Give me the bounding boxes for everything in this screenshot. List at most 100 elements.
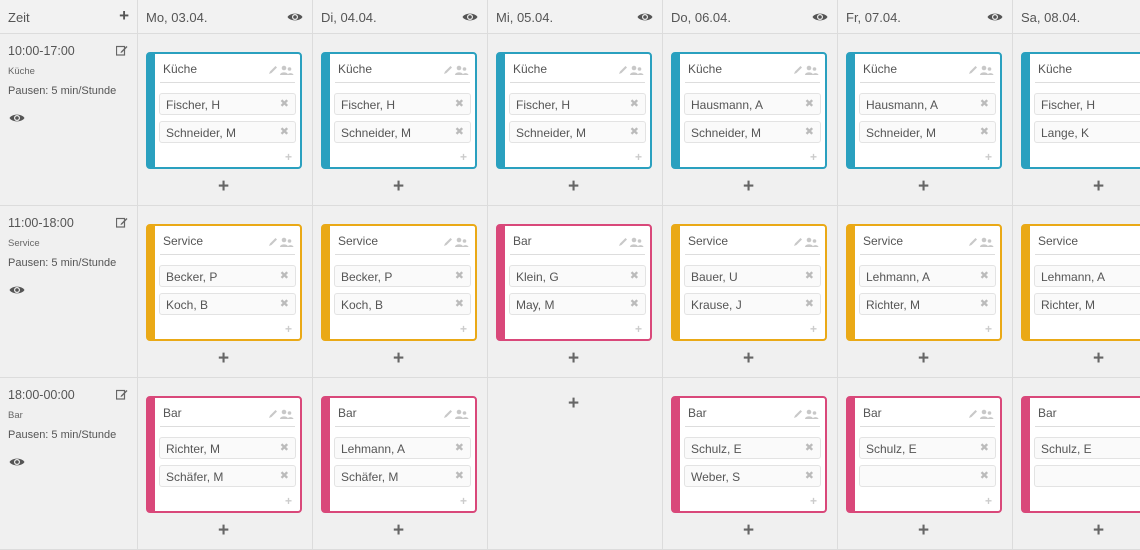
staff-slot[interactable]: Becker, P ✖ xyxy=(159,265,296,287)
shift-card[interactable]: Küche Fischer, H ✖ Schneider, M ✖ + xyxy=(496,52,652,169)
staff-slot[interactable]: Schneider, M ✖ xyxy=(159,121,296,143)
staff-slot[interactable]: Koch, B ✖ xyxy=(334,293,471,315)
add-plus-icon[interactable]: + xyxy=(568,176,580,197)
eye-icon[interactable] xyxy=(987,12,1003,22)
shift-card[interactable]: Küche Hausmann, A ✖ Schneider, M ✖ + xyxy=(846,52,1002,169)
staff-slot[interactable]: Krause, J ✖ xyxy=(684,293,821,315)
shift-card[interactable]: Bar Richter, M ✖ Schäfer, M ✖ + xyxy=(146,396,302,513)
remove-x-icon[interactable]: ✖ xyxy=(804,298,814,310)
add-staff-plus-icon[interactable]: + xyxy=(809,150,817,164)
shift-card[interactable]: Service Becker, P ✖ Koch, B ✖ + xyxy=(321,224,477,341)
staff-slot[interactable]: Bauer, U ✖ xyxy=(684,265,821,287)
edit-icon[interactable] xyxy=(115,217,128,231)
add-plus-icon[interactable]: + xyxy=(918,520,930,541)
staff-slot[interactable]: Fischer, H✖ xyxy=(509,93,646,115)
add-staff-plus-icon[interactable]: + xyxy=(459,322,467,336)
add-plus-icon[interactable]: + xyxy=(743,520,755,541)
edit-users-icon[interactable] xyxy=(793,64,819,75)
staff-slot[interactable]: Lehmann, A ✖ xyxy=(334,437,471,459)
remove-x-icon[interactable]: ✖ xyxy=(804,98,814,110)
shift-card[interactable]: Service Bauer, U ✖ Krause, J ✖ + xyxy=(671,224,827,341)
remove-x-icon[interactable]: ✖ xyxy=(454,270,464,282)
staff-slot[interactable]: Richter, M✖ xyxy=(159,437,296,459)
shift-card[interactable]: Küche Fischer, H ✖ Schneider, M ✖ + xyxy=(146,52,302,169)
add-shift-plus-icon[interactable]: + xyxy=(119,6,129,25)
staff-slot[interactable]: Weber, S ✖ xyxy=(684,465,821,487)
add-staff-plus-icon[interactable]: + xyxy=(809,322,817,336)
remove-x-icon[interactable]: ✖ xyxy=(979,270,989,282)
staff-slot[interactable]: Schulz, E✖ xyxy=(1034,437,1140,459)
edit-users-icon[interactable] xyxy=(268,236,294,247)
eye-icon[interactable] xyxy=(9,457,25,467)
remove-x-icon[interactable]: ✖ xyxy=(804,270,814,282)
staff-slot[interactable]: Schneider, M ✖ xyxy=(684,121,821,143)
remove-x-icon[interactable]: ✖ xyxy=(279,126,289,138)
staff-slot[interactable]: Fischer, H✖ xyxy=(159,93,296,115)
edit-users-icon[interactable] xyxy=(618,64,644,75)
edit-users-icon[interactable] xyxy=(968,408,994,419)
remove-x-icon[interactable]: ✖ xyxy=(454,126,464,138)
add-plus-icon[interactable]: + xyxy=(1093,176,1105,197)
add-plus-icon[interactable]: + xyxy=(568,348,580,369)
staff-slot[interactable]: Schäfer, M ✖ xyxy=(159,465,296,487)
remove-x-icon[interactable]: ✖ xyxy=(454,98,464,110)
remove-x-icon[interactable]: ✖ xyxy=(804,470,814,482)
edit-users-icon[interactable] xyxy=(443,408,469,419)
edit-users-icon[interactable] xyxy=(618,236,644,247)
staff-slot[interactable]: ✖ xyxy=(859,465,996,487)
add-plus-icon[interactable]: + xyxy=(568,393,580,414)
staff-slot[interactable]: Hausmann, A ✖ xyxy=(684,93,821,115)
shift-card[interactable]: Küche Fischer, H ✖ Schneider, M ✖ + xyxy=(321,52,477,169)
staff-slot[interactable]: Schneider, M ✖ xyxy=(859,121,996,143)
remove-x-icon[interactable]: ✖ xyxy=(454,470,464,482)
add-plus-icon[interactable]: + xyxy=(1093,520,1105,541)
staff-slot[interactable]: Schulz, E✖ xyxy=(859,437,996,459)
staff-slot[interactable]: Lehmann, A ✖ xyxy=(859,265,996,287)
remove-x-icon[interactable]: ✖ xyxy=(629,98,639,110)
eye-icon[interactable] xyxy=(637,12,653,22)
staff-slot[interactable]: Schneider, M ✖ xyxy=(509,121,646,143)
staff-slot[interactable]: Koch, B ✖ xyxy=(159,293,296,315)
remove-x-icon[interactable]: ✖ xyxy=(279,470,289,482)
remove-x-icon[interactable]: ✖ xyxy=(279,442,289,454)
staff-slot[interactable]: May, M ✖ xyxy=(509,293,646,315)
staff-slot[interactable]: Fischer, H✖ xyxy=(1034,93,1140,115)
add-staff-plus-icon[interactable]: + xyxy=(809,494,817,508)
add-plus-icon[interactable]: + xyxy=(218,348,230,369)
remove-x-icon[interactable]: ✖ xyxy=(629,270,639,282)
staff-slot[interactable]: ✖ xyxy=(1034,465,1140,487)
staff-slot[interactable]: Fischer, H✖ xyxy=(334,93,471,115)
shift-card[interactable]: Bar Schulz, E ✖ Weber, S ✖ + xyxy=(671,396,827,513)
remove-x-icon[interactable]: ✖ xyxy=(979,298,989,310)
eye-icon[interactable] xyxy=(9,113,25,123)
eye-icon[interactable] xyxy=(287,12,303,22)
staff-slot[interactable]: Richter, M✖ xyxy=(1034,293,1140,315)
eye-icon[interactable] xyxy=(812,12,828,22)
edit-icon[interactable] xyxy=(115,45,128,59)
eye-icon[interactable] xyxy=(462,12,478,22)
edit-users-icon[interactable] xyxy=(968,64,994,75)
remove-x-icon[interactable]: ✖ xyxy=(629,126,639,138)
shift-card[interactable]: Küche Hausmann, A ✖ Schneider, M ✖ + xyxy=(671,52,827,169)
staff-slot[interactable]: Hausmann, A ✖ xyxy=(859,93,996,115)
remove-x-icon[interactable]: ✖ xyxy=(979,126,989,138)
add-plus-icon[interactable]: + xyxy=(393,176,405,197)
staff-slot[interactable]: Schneider, M ✖ xyxy=(334,121,471,143)
remove-x-icon[interactable]: ✖ xyxy=(454,298,464,310)
shift-card[interactable]: Bar Lehmann, A ✖ Schäfer, M ✖ + xyxy=(321,396,477,513)
add-staff-plus-icon[interactable]: + xyxy=(459,150,467,164)
remove-x-icon[interactable]: ✖ xyxy=(279,98,289,110)
add-staff-plus-icon[interactable]: + xyxy=(459,494,467,508)
remove-x-icon[interactable]: ✖ xyxy=(979,470,989,482)
shift-card[interactable]: Bar Klein, G ✖ May, M ✖ + xyxy=(496,224,652,341)
staff-slot[interactable]: Lange, K✖ xyxy=(1034,121,1140,143)
staff-slot[interactable]: Schulz, E✖ xyxy=(684,437,821,459)
remove-x-icon[interactable]: ✖ xyxy=(629,298,639,310)
staff-slot[interactable]: Klein, G ✖ xyxy=(509,265,646,287)
add-staff-plus-icon[interactable]: + xyxy=(984,322,992,336)
add-plus-icon[interactable]: + xyxy=(393,348,405,369)
